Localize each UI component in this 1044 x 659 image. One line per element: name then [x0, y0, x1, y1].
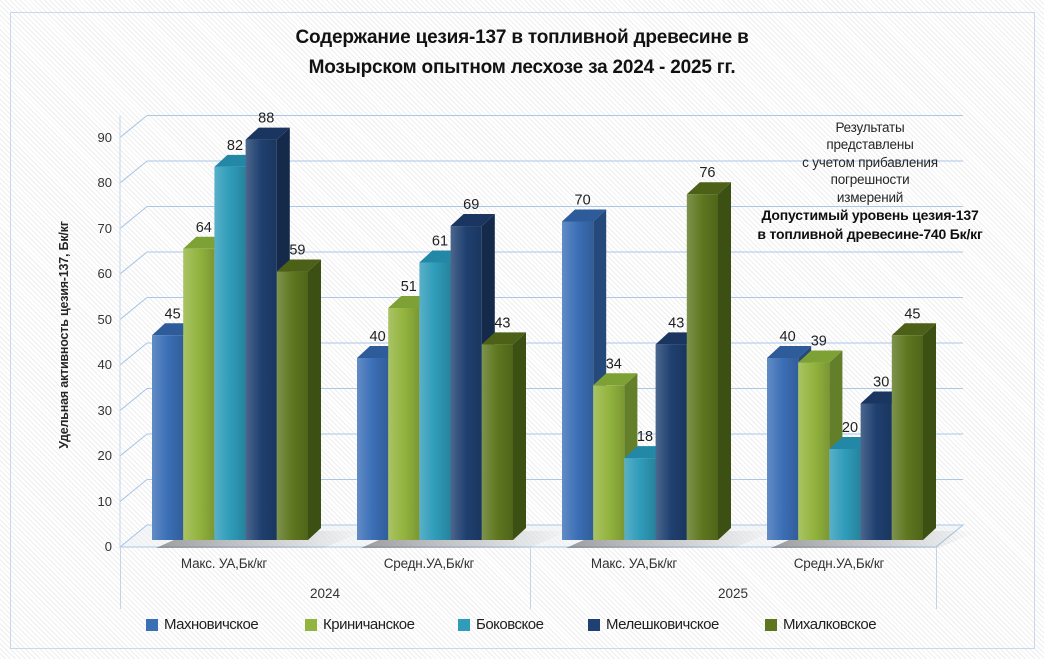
- gridline-stub: [119, 206, 148, 229]
- legend-label: Криничанское: [323, 616, 415, 633]
- gridline-stub: [119, 297, 148, 320]
- bar-value-label: 61: [432, 233, 448, 249]
- x-axis-separator: [120, 547, 121, 609]
- y-tick-label: 80: [97, 175, 112, 190]
- annotation-line: представлены: [826, 137, 914, 153]
- legend-item-Боковское: Боковское: [458, 616, 544, 633]
- x-category-label: Макс. УА,Бк/кг: [590, 556, 678, 571]
- legend-item-Мелешковичское: Мелешковичское: [588, 616, 719, 633]
- gridline-stub: [119, 433, 148, 457]
- bar-value-label: 20: [842, 420, 858, 436]
- annotation-line: измерений: [836, 189, 904, 205]
- x-axis-separator: [530, 547, 531, 609]
- legend-label: Мелешковичское: [606, 616, 719, 633]
- gridline-stub: [119, 342, 148, 366]
- legend-swatch-icon: [146, 618, 158, 631]
- bar-Михалковское: [276, 259, 321, 540]
- annotation-line: Результаты: [835, 120, 905, 135]
- x-year-label: 2025: [717, 586, 749, 601]
- bar-value-label: 82: [227, 138, 243, 154]
- bar-value-label: 88: [258, 111, 274, 127]
- y-tick-label: 60: [97, 266, 112, 281]
- bar-value-label: 30: [873, 375, 889, 391]
- annotation-bold-line: в топливной древесине-740 Бк/кг: [757, 226, 983, 243]
- y-tick-label: 40: [97, 357, 112, 372]
- bar-value-label: 69: [463, 197, 479, 213]
- gridline-stub: [119, 115, 148, 138]
- bar-value-label: 64: [196, 220, 212, 236]
- y-tick-label: 50: [97, 311, 112, 327]
- bar-value-label: 70: [575, 193, 591, 209]
- bar-value-label: 45: [904, 306, 920, 322]
- y-tick-label: 30: [97, 402, 112, 418]
- legend-swatch-icon: [305, 618, 317, 631]
- chart-title-line1: Содержание цезия-137 в топливной древеси…: [295, 27, 749, 48]
- x-category-label: Макс. УА,Бк/кг: [180, 556, 268, 571]
- bar-Михалковское: [481, 332, 526, 540]
- annotation-line: с учетом прибавления: [802, 154, 938, 170]
- y-tick-label: 10: [97, 493, 112, 509]
- y-tick-label: 70: [97, 220, 112, 236]
- legend-label: Боковское: [476, 616, 544, 633]
- x-axis-separator: [936, 547, 937, 609]
- annotation-text: Результаты представлены с учетом прибавлен…: [745, 119, 995, 244]
- bar-value-label: 40: [780, 329, 796, 345]
- y-tick-label: 20: [97, 448, 112, 463]
- gridline-stub: [119, 388, 148, 411]
- gridline-stub: [119, 160, 148, 184]
- bar-Михалковское: [686, 182, 731, 540]
- x-category-label: Средн.УА,Бк/кг: [383, 556, 475, 571]
- legend-item-Махновичское: Махновичское: [146, 616, 259, 633]
- bar-value-label: 59: [289, 243, 305, 259]
- bar-value-label: 45: [165, 306, 181, 322]
- bar-value-label: 76: [699, 165, 715, 181]
- legend-swatch-icon: [458, 618, 470, 631]
- chart-title: Содержание цезия-137 в топливной древеси…: [0, 23, 1044, 83]
- legend-label: Михалковское: [783, 616, 877, 633]
- y-tick-label: 0: [104, 539, 112, 554]
- gridline-stub: [119, 479, 148, 502]
- legend-swatch-icon: [588, 618, 600, 631]
- bar-value-label: 43: [494, 315, 510, 331]
- legend-item-Криничанское: Криничанское: [305, 616, 415, 633]
- x-year-label: 2024: [309, 586, 341, 601]
- legend-swatch-icon: [765, 618, 777, 631]
- bar-value-label: 40: [370, 329, 386, 345]
- x-category-label: Средн.УА,Бк/кг: [793, 556, 885, 571]
- bar-value-label: 43: [668, 315, 684, 331]
- bar-value-label: 34: [606, 356, 622, 372]
- y-tick-label: 90: [97, 129, 112, 145]
- chart-title-line2: Мозырском опытном лесхозе за 2024 - 2025…: [308, 57, 736, 78]
- legend-item-Михалковское: Михалковское: [765, 616, 877, 633]
- annotation-bold-line: Допустимый уровень цезия-137: [761, 207, 979, 224]
- bar-Михалковское: [891, 323, 936, 540]
- gridline-stub: [119, 251, 148, 275]
- bar-value-label: 18: [637, 429, 653, 445]
- annotation-line: погрешности: [830, 172, 910, 188]
- legend-label: Махновичское: [164, 616, 259, 633]
- bar-value-label: 51: [401, 279, 417, 295]
- bar-value-label: 39: [811, 334, 827, 350]
